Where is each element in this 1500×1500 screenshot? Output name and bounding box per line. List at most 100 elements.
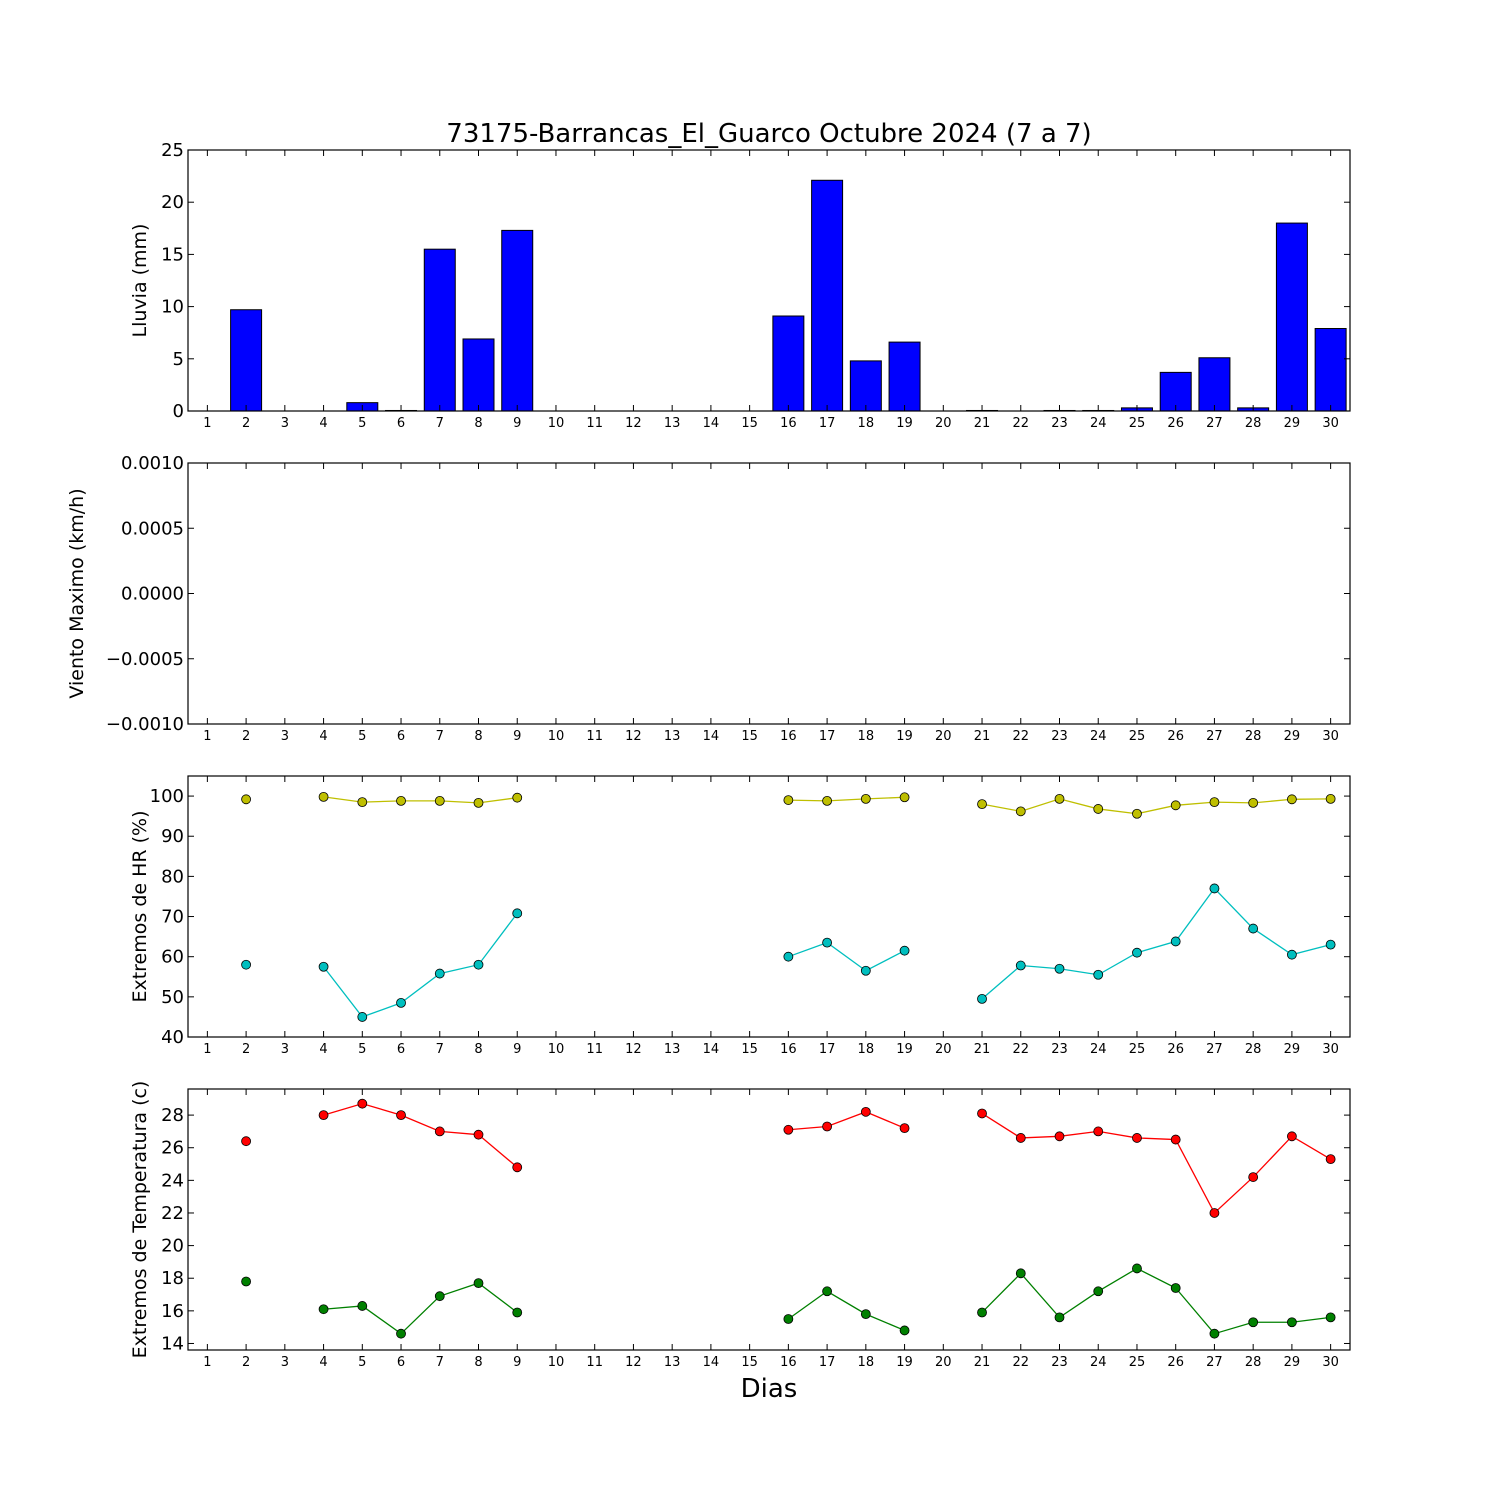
hr_min-point-day-18 [860,965,871,976]
xtick-label: 7 [436,416,444,431]
temp_min-point-day-26 [1170,1283,1181,1293]
xtick-label: 26 [1167,1355,1184,1370]
xtick-label: 17 [819,416,836,431]
temp_max-point-day-6 [396,1110,406,1120]
temp_max-point-day-4 [318,1110,329,1120]
ytick-label: 100 [150,786,184,807]
temp_min-point-day-16 [783,1314,794,1324]
xtick-label: 14 [703,1042,720,1057]
xtick-label: 10 [548,729,565,744]
xtick-label: 16 [780,416,797,431]
xtick-label: 11 [586,416,603,431]
hr_min-point-day-26 [1170,936,1181,947]
temp_min-point-day-21 [977,1307,987,1318]
x-axis-label: Dias [741,1374,798,1404]
temp_min-point-day-24 [1093,1286,1104,1297]
xtick-label: 5 [358,1355,366,1370]
xtick-label: 20 [935,1042,952,1057]
xtick-label: 19 [896,1042,913,1057]
xtick-label: 8 [474,729,482,744]
xtick-label: 24 [1090,1355,1107,1370]
xtick-label: 4 [319,416,327,431]
xtick-label: 10 [548,1042,565,1057]
rain-bar-day-18 [849,360,882,412]
hr_min-line [788,941,905,972]
temp_min-point-day-19 [899,1325,910,1336]
temp_max-point-day-24 [1093,1126,1104,1137]
xtick-label: 11 [586,1042,603,1057]
xtick-label: 3 [281,1042,289,1057]
temp_max-line [323,1103,518,1168]
temp_min-point-day-29 [1287,1317,1297,1328]
temp_max-point-day-25 [1132,1133,1142,1143]
ytick-label: 14 [161,1333,184,1354]
rain-bar-day-19 [888,341,921,412]
hr_max-point-day-7 [434,796,445,806]
xtick-label: 11 [586,729,603,744]
hr_max-point-day-9 [512,792,523,803]
ytick-label: 90 [161,826,184,847]
xtick-label: 11 [586,1355,603,1370]
xtick-label: 30 [1322,729,1339,744]
temp_min-point-day-5 [357,1301,368,1311]
xtick-label: 20 [935,416,952,431]
hr_min-line [323,912,518,1018]
hr_min-point-day-27 [1209,883,1220,894]
temp_max-point-day-26 [1170,1134,1181,1145]
xtick-label: 17 [819,729,836,744]
xtick-label: 1 [203,416,211,431]
temp_min-point-day-23 [1054,1312,1065,1323]
xtick-label: 4 [319,729,327,744]
xtick-label: 20 [935,729,952,744]
y-axis-label-viento: Viento Maximo (km/h) [66,488,88,698]
xtick-label: 8 [474,1042,482,1057]
hr_max-point-day-27 [1209,797,1220,807]
rain-bar-day-2 [230,309,263,412]
xtick-label: 3 [281,416,289,431]
y-axis-label-lluvia: Lluvia (mm) [129,224,151,338]
hr_max-point-day-17 [822,796,832,806]
hr_min-point-day-16 [783,951,794,962]
xtick-label: 23 [1051,1355,1068,1370]
xtick-label: 26 [1167,1042,1184,1057]
xtick-label: 2 [242,1355,250,1370]
xtick-label: 25 [1129,416,1146,431]
xtick-label: 12 [625,416,642,431]
xtick-label: 9 [513,1042,521,1057]
ytick-label: 60 [161,947,184,968]
hr_min-point-day-4 [318,961,329,972]
temp_min-point-day-17 [822,1286,832,1297]
xtick-label: 23 [1051,416,1068,431]
hr_max-point-day-26 [1170,800,1181,811]
rain-bar-day-7 [423,248,456,412]
xtick-label: 13 [664,416,681,431]
hr_max-point-day-18 [860,793,871,804]
xtick-label: 12 [625,1355,642,1370]
xtick-label: 19 [896,1355,913,1370]
xtick-label: 13 [664,1042,681,1057]
temp_max-point-day-18 [860,1106,871,1117]
xtick-label: 17 [819,1355,836,1370]
temp_max-point-day-8 [473,1129,484,1140]
xtick-label: 18 [858,1042,875,1057]
hr_min-point-day-24 [1093,969,1104,980]
temp_max-point-day-22 [1015,1133,1026,1143]
hr_min-point-day-6 [396,997,406,1008]
ytick-label: 70 [161,907,184,928]
xtick-label: 2 [242,729,250,744]
xtick-label: 14 [703,729,720,744]
xtick-label: 12 [625,1042,642,1057]
xtick-label: 18 [858,1355,875,1370]
xtick-label: 26 [1167,729,1184,744]
xtick-label: 1 [203,1042,211,1057]
xtick-label: 28 [1245,416,1262,431]
xtick-label: 16 [780,1355,797,1370]
xtick-label: 7 [436,1355,444,1370]
xtick-label: 28 [1245,1355,1262,1370]
ytick-label: 0.0005 [121,518,184,539]
temp_min-point-day-2 [241,1276,252,1287]
temp_min-point-day-30 [1325,1312,1336,1323]
hr_min-point-day-19 [899,945,910,956]
